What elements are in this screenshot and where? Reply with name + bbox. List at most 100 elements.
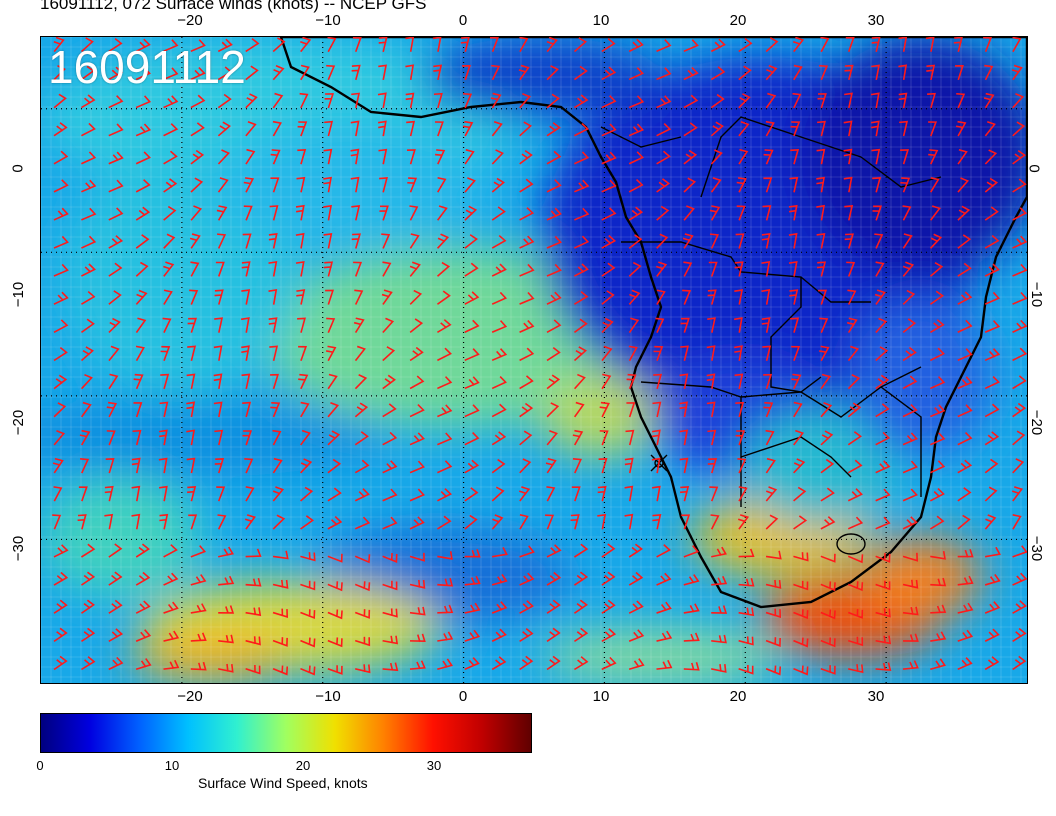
wind-barb <box>957 602 974 614</box>
wind-barb <box>272 486 285 502</box>
wind-barb <box>462 120 474 137</box>
wind-barb <box>711 575 728 586</box>
wind-barb <box>574 235 590 249</box>
wind-barb <box>709 205 721 221</box>
wind-barb <box>820 637 836 648</box>
wind-barb <box>242 401 252 418</box>
wind-barb <box>734 345 743 361</box>
wind-barb <box>297 121 308 137</box>
wind-barb <box>300 37 312 53</box>
wind-barb <box>437 319 452 333</box>
wind-barb <box>406 120 416 137</box>
wind-barb <box>245 664 261 675</box>
wind-barb <box>297 317 306 333</box>
wind-barb <box>323 176 332 193</box>
wind-barb <box>875 488 891 502</box>
wind-barb <box>135 179 151 193</box>
wind-barb <box>680 317 690 333</box>
wind-barb <box>573 543 589 558</box>
wind-barb <box>327 401 340 418</box>
wind-barb <box>601 66 617 81</box>
wind-barb <box>491 206 506 221</box>
wind-barb <box>406 149 416 165</box>
wind-barb <box>817 93 827 109</box>
wind-barb <box>765 64 778 81</box>
wind-barb <box>574 122 589 137</box>
map-title: 16091112, 072 Surface winds (knots) -- N… <box>40 0 427 13</box>
wind-barb <box>491 291 508 305</box>
wind-barb <box>680 345 689 361</box>
wind-barb <box>983 92 995 109</box>
wind-barb <box>902 460 918 474</box>
wind-barb <box>680 486 690 502</box>
wind-barb <box>1012 347 1027 362</box>
wind-barb <box>300 552 316 562</box>
wind-barb <box>875 635 892 645</box>
wind-barb <box>816 232 826 249</box>
wind-barb <box>215 261 225 277</box>
wind-barb <box>902 432 918 446</box>
wind-barb <box>733 317 743 333</box>
wind-barb <box>351 92 361 109</box>
wind-barb <box>788 204 798 221</box>
wind-barb <box>217 149 230 165</box>
wind-barb <box>519 37 529 53</box>
wind-barb <box>295 204 305 221</box>
wind-barb <box>104 513 114 530</box>
wind-barb <box>53 65 66 81</box>
wind-barb <box>464 234 478 249</box>
wind-barb <box>846 261 856 277</box>
wind-barb <box>381 289 393 305</box>
wind-barb <box>519 319 535 333</box>
wind-barb <box>409 488 425 502</box>
wind-barb <box>327 581 343 592</box>
wind-barb <box>546 235 562 249</box>
wind-barb <box>464 348 480 362</box>
wind-barb <box>245 37 260 53</box>
wind-barb <box>378 64 387 81</box>
wind-barb <box>546 319 562 333</box>
wind-barb <box>53 627 68 643</box>
wind-barb <box>135 95 152 109</box>
wind-barb <box>186 401 196 418</box>
wind-barb <box>957 177 970 193</box>
wind-barb <box>706 373 716 390</box>
wind-barb <box>163 39 179 53</box>
wind-barb <box>81 235 97 249</box>
wind-barb <box>792 92 802 109</box>
wind-barb <box>737 458 747 474</box>
wind-barb <box>761 261 771 277</box>
wind-barb <box>382 516 398 530</box>
wind-barb <box>213 401 223 418</box>
wind-barb <box>819 317 829 333</box>
wind-barb <box>519 291 535 305</box>
wind-barb <box>186 429 196 446</box>
wind-barb <box>108 656 124 671</box>
wind-barb <box>300 458 313 474</box>
wind-barb <box>793 64 803 81</box>
wind-barb <box>1012 93 1025 109</box>
wind-barb <box>295 232 305 249</box>
wind-barb <box>574 656 589 671</box>
wind-barb <box>53 93 67 109</box>
wind-barb <box>272 457 283 474</box>
wind-barb <box>845 37 855 53</box>
colorbar-label: Surface Wind Speed, knots <box>198 775 368 791</box>
wind-barb <box>135 600 151 614</box>
wind-barb <box>437 577 454 587</box>
wind-barb <box>546 179 562 193</box>
wind-barb <box>628 543 643 558</box>
wind-barb <box>706 401 716 418</box>
wind-barb <box>409 233 420 249</box>
wind-barb <box>242 233 252 249</box>
wind-barb <box>432 37 442 52</box>
wind-barb <box>820 458 835 474</box>
wind-barb <box>491 263 507 277</box>
wind-barb <box>381 233 391 249</box>
wind-barb <box>597 513 607 530</box>
wind-barb <box>245 577 262 587</box>
wind-barb <box>820 401 833 418</box>
wind-barb <box>186 373 196 390</box>
wind-barb <box>601 123 617 137</box>
wind-barb <box>354 554 371 564</box>
